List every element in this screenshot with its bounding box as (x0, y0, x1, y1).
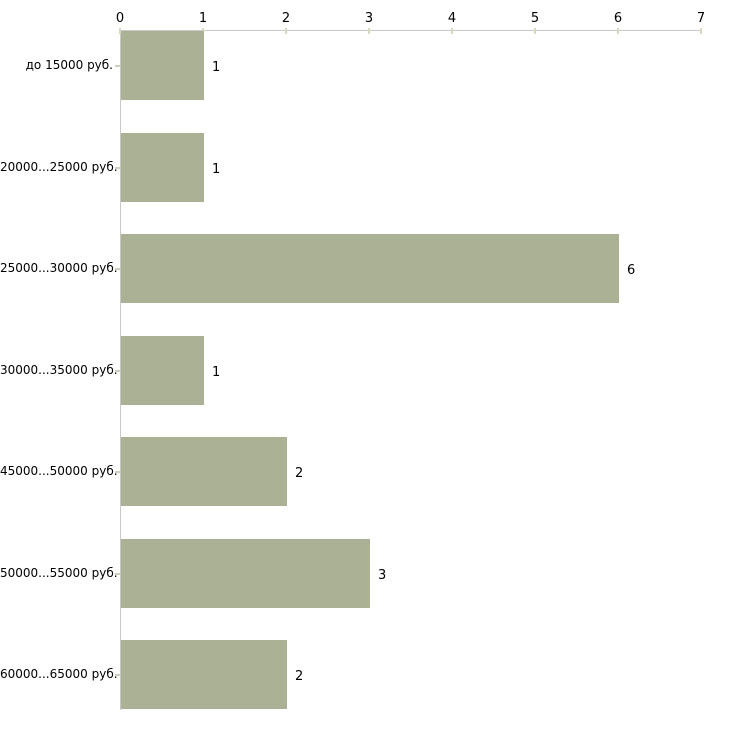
x-tick-label: 5 (530, 11, 540, 26)
y-tick-mark (115, 267, 120, 270)
category-label: 50000...55000 руб. (0, 565, 118, 580)
x-axis-line (120, 30, 702, 31)
bar (121, 234, 619, 303)
bar (121, 31, 204, 100)
y-tick-mark (115, 369, 120, 372)
category-label: 20000...25000 руб. (0, 159, 118, 174)
value-label: 6 (627, 262, 636, 278)
bar (121, 336, 204, 405)
category-label: 45000...50000 руб. (0, 463, 118, 478)
y-tick-mark (115, 166, 120, 169)
x-tick-label: 0 (115, 11, 125, 26)
bar (121, 539, 370, 608)
value-label: 3 (378, 567, 387, 583)
y-tick-mark (115, 470, 120, 473)
value-label: 1 (212, 161, 221, 177)
x-tick-label: 6 (613, 11, 623, 26)
x-tick-label: 7 (696, 11, 706, 26)
category-label: 30000...35000 руб. (0, 362, 118, 377)
value-label: 2 (295, 668, 304, 684)
y-tick-mark (115, 572, 120, 575)
value-label: 1 (212, 364, 221, 380)
x-tick-mark (617, 28, 619, 34)
value-label: 2 (295, 465, 304, 481)
x-tick-label: 1 (198, 11, 208, 26)
x-tick-mark (119, 28, 121, 34)
bar (121, 437, 287, 506)
category-label: 60000...65000 руб. (0, 666, 118, 681)
value-label: 1 (212, 59, 221, 75)
y-tick-mark (115, 64, 120, 67)
category-label: до 15000 руб. (25, 57, 113, 72)
x-tick-mark (451, 28, 453, 34)
y-axis-line (120, 30, 121, 710)
bar (121, 133, 204, 202)
x-tick-mark (534, 28, 536, 34)
x-tick-label: 3 (364, 11, 374, 26)
x-tick-mark (368, 28, 370, 34)
category-label: 25000...30000 руб. (0, 260, 118, 275)
x-tick-mark (700, 28, 702, 34)
x-tick-mark (285, 28, 287, 34)
x-tick-label: 2 (281, 11, 291, 26)
y-tick-mark (115, 673, 120, 676)
bar (121, 640, 287, 709)
x-tick-label: 4 (447, 11, 457, 26)
